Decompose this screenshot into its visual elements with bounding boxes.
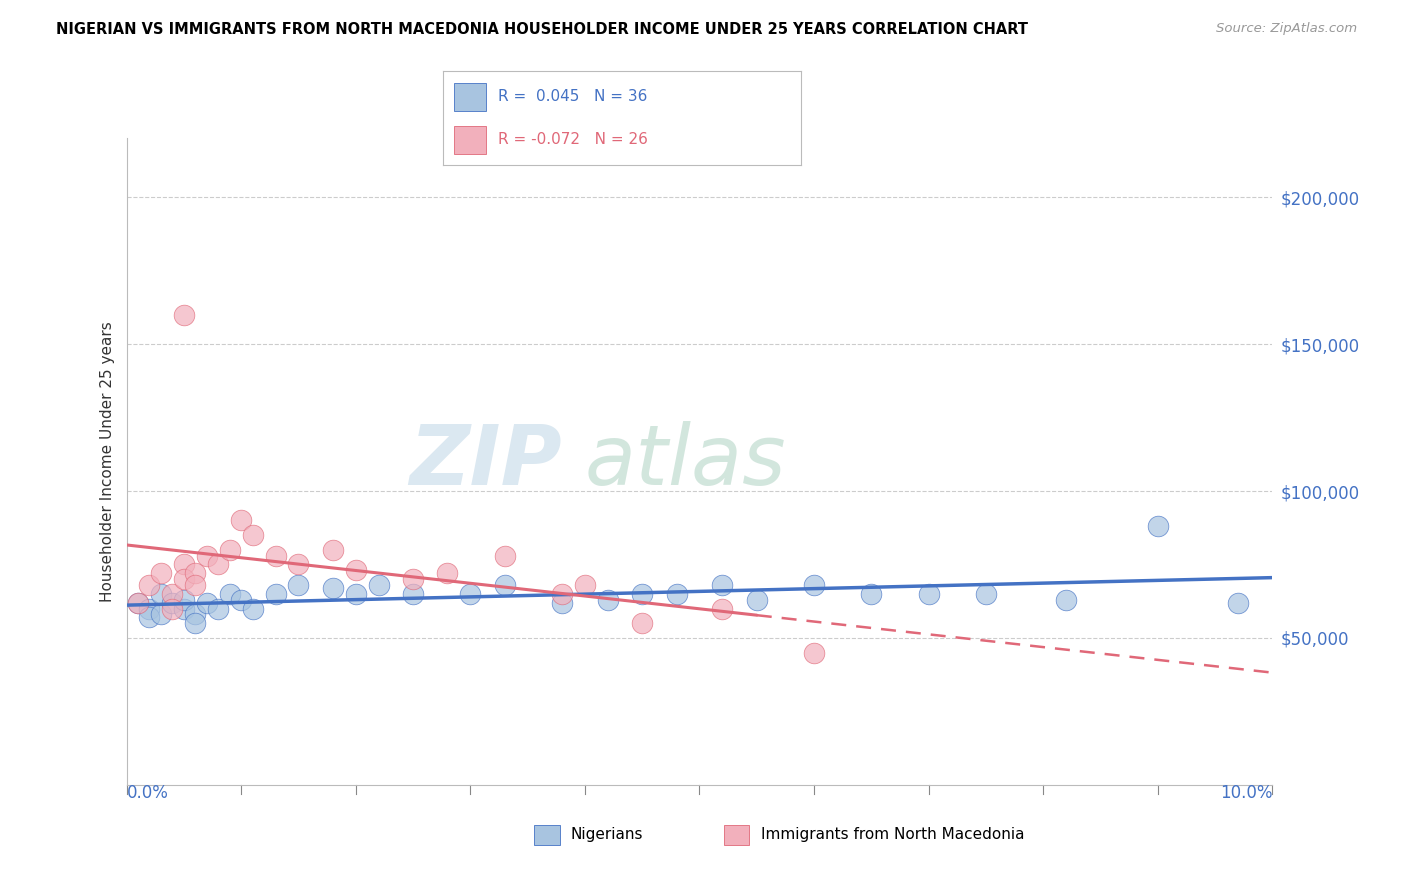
Point [494, 578, 516, 592]
Point [711, 578, 734, 592]
Point [596, 592, 619, 607]
Point [711, 601, 734, 615]
Point [322, 581, 344, 595]
Point [127, 596, 149, 610]
Point [1227, 596, 1250, 610]
Point [402, 587, 425, 601]
Point [162, 601, 184, 615]
Point [173, 601, 195, 615]
Point [367, 578, 389, 592]
Point [264, 549, 287, 563]
Point [138, 601, 160, 615]
Point [551, 596, 574, 610]
Point [458, 587, 481, 601]
Point [1054, 592, 1077, 607]
Point [574, 578, 596, 592]
Point [860, 587, 883, 601]
Point [138, 610, 160, 624]
Point [803, 646, 825, 660]
Point [264, 587, 287, 601]
Point [287, 578, 309, 592]
Point [127, 596, 149, 610]
Point [803, 578, 825, 592]
Point [229, 592, 253, 607]
Point [195, 549, 218, 563]
Point [162, 587, 184, 601]
Point [344, 563, 367, 577]
Point [173, 308, 195, 322]
Point [917, 587, 939, 601]
Point [207, 558, 229, 572]
Point [665, 587, 688, 601]
Point [184, 566, 207, 581]
Text: NIGERIAN VS IMMIGRANTS FROM NORTH MACEDONIA HOUSEHOLDER INCOME UNDER 25 YEARS CO: NIGERIAN VS IMMIGRANTS FROM NORTH MACEDO… [56, 22, 1028, 37]
Bar [454, 83, 486, 111]
Point [218, 542, 240, 557]
Point [138, 578, 160, 592]
Point [1146, 519, 1168, 533]
Point [974, 587, 997, 601]
Point [184, 607, 207, 622]
Point [344, 587, 367, 601]
Point [631, 616, 654, 631]
Y-axis label: Householder Income Under 25 years: Householder Income Under 25 years [100, 321, 115, 602]
Point [494, 549, 516, 563]
Point [162, 596, 184, 610]
Text: Source: ZipAtlas.com: Source: ZipAtlas.com [1216, 22, 1357, 36]
Point [402, 572, 425, 586]
Point [287, 558, 309, 572]
Text: 10.0%: 10.0% [1220, 784, 1272, 802]
Point [218, 587, 240, 601]
Point [207, 601, 229, 615]
Text: R =  0.045   N = 36: R = 0.045 N = 36 [499, 89, 648, 104]
Point [322, 542, 344, 557]
Point [242, 528, 264, 542]
Text: atlas: atlas [585, 421, 786, 502]
Text: Nigerians: Nigerians [571, 828, 644, 842]
Point [631, 587, 654, 601]
Bar [454, 126, 486, 153]
Point [173, 592, 195, 607]
Point [229, 513, 253, 527]
Point [149, 566, 172, 581]
Text: ZIP: ZIP [409, 421, 562, 502]
Point [149, 587, 172, 601]
Text: 0.0%: 0.0% [127, 784, 169, 802]
Point [195, 596, 218, 610]
Text: R = -0.072   N = 26: R = -0.072 N = 26 [499, 132, 648, 147]
Point [149, 607, 172, 622]
Point [745, 592, 768, 607]
Point [551, 587, 574, 601]
Point [173, 572, 195, 586]
Point [436, 566, 458, 581]
Point [242, 601, 264, 615]
Point [173, 558, 195, 572]
Point [184, 616, 207, 631]
Point [184, 578, 207, 592]
Text: Immigrants from North Macedonia: Immigrants from North Macedonia [761, 828, 1024, 842]
